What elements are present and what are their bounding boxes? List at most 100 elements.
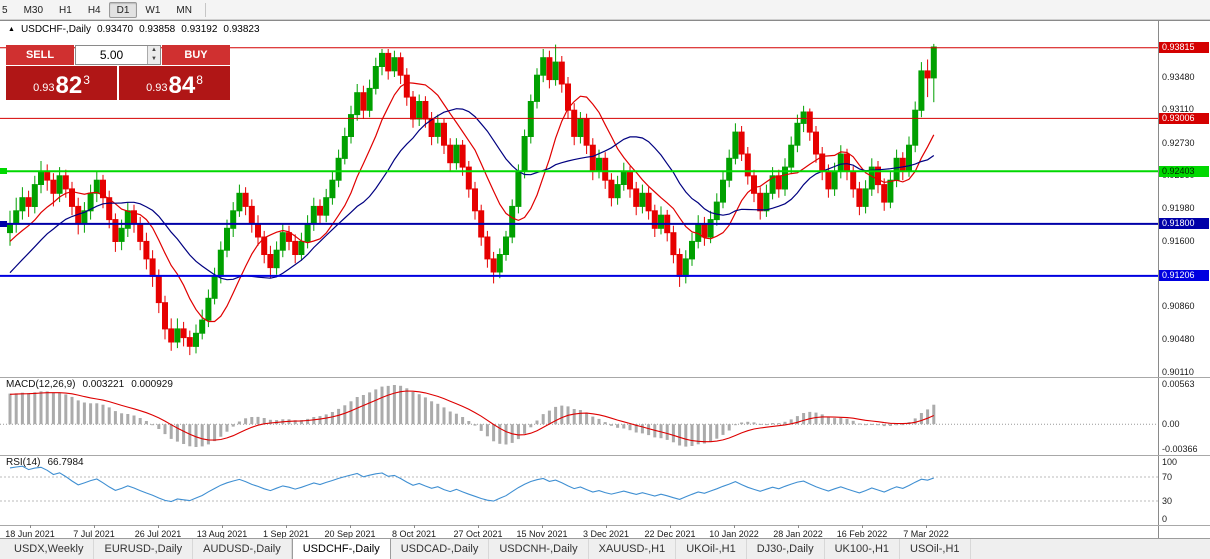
chart-tab-ukoil-h1[interactable]: UKOil-,H1 [676,539,747,559]
price-tag: 0.92403 [1159,166,1209,177]
chart-tab-usdcnh-daily[interactable]: USDCNH-,Daily [489,539,589,559]
bid-big-digits: 82 [55,72,83,99]
timeframe-button-H1[interactable]: H1 [59,4,72,16]
volume-spinner[interactable]: ▲ ▼ [147,46,160,64]
macd-axis-label: -0.00366 [1162,444,1198,454]
bid-price-display[interactable]: 0.93 82 3 [6,66,117,100]
chart-tab-bar: USDX,Weekly EURUSD-,Daily AUDUSD-,Daily USD… [0,538,1210,559]
ohlc-close: 0.93823 [223,24,260,35]
date-tick [734,525,735,528]
chart-tab-xauusd-h1[interactable]: XAUUSD-,H1 [589,539,677,559]
spinner-up-icon[interactable]: ▲ [148,46,160,55]
toolbar-separator [204,2,206,17]
rsi-canvas[interactable] [0,455,1158,525]
macd-main-value: 0.003221 [82,379,125,390]
bid-prefix: 0.93 [33,82,55,94]
date-tick [350,525,351,528]
date-axis-label: 13 Aug 2021 [196,529,248,539]
date-axis-label: 15 Nov 2021 [516,529,568,539]
macd-canvas[interactable] [0,377,1158,455]
date-axis-label: 1 Sep 2021 [262,529,310,539]
pane-separator[interactable] [0,455,1210,456]
date-axis-label: 3 Dec 2021 [582,529,630,539]
pane-separator[interactable] [0,377,1210,378]
hline-anchor[interactable] [0,168,7,174]
date-tick [478,525,479,528]
hline-anchor[interactable] [0,221,7,227]
chart-tab-usdchf-daily[interactable]: USDCHF-,Daily [291,538,391,559]
chart-tab-usdx-weekly[interactable]: USDX,Weekly [4,539,95,559]
macd-signal-value: 0.000929 [131,379,173,390]
date-axis-label: 22 Dec 2021 [644,529,696,539]
date-tick [414,525,415,528]
date-axis-label: 7 Jul 2021 [73,529,115,539]
ohlc-info-line: ▲ USDCHF-,Daily 0.93470 0.93858 0.93192 … [8,24,260,35]
timeframe-button-M30[interactable]: M30 [23,4,44,16]
date-tick [286,525,287,528]
price-tick-label: 0.93480 [1162,72,1195,82]
date-axis-label: 16 Feb 2022 [836,529,888,539]
buy-button[interactable]: BUY [162,45,230,65]
sell-button[interactable]: SELL [6,45,74,65]
ask-pipette: 8 [196,73,203,87]
rsi-axis-label: 70 [1162,472,1173,482]
ask-price-display[interactable]: 0.93 84 8 [119,66,230,100]
price-tick-label: 0.90110 [1162,367,1194,377]
ask-prefix: 0.93 [146,82,168,94]
date-axis-label: 7 Mar 2022 [903,529,949,539]
chart-tab-audusd-daily[interactable]: AUDUSD-,Daily [193,539,292,559]
price-tag: 0.93815 [1159,42,1209,53]
date-axis-label: 8 Oct 2021 [391,529,437,539]
timeframe-button-D1[interactable]: D1 [108,1,138,18]
chart-collapse-icon[interactable]: ▲ [8,26,15,33]
date-tick [222,525,223,528]
rsi-label: RSI(14) 66.7984 [6,457,84,468]
chart-tab-eurusd-daily[interactable]: EURUSD-,Daily [94,539,194,559]
pane-separator[interactable] [0,525,1210,526]
date-tick [862,525,863,528]
price-tick-label: 0.92730 [1162,138,1195,148]
date-tick [30,525,31,528]
macd-axis-label: 0.00563 [1162,379,1195,389]
bid-pipette: 3 [83,73,90,87]
rsi-value: 66.7984 [47,457,84,468]
spinner-down-icon[interactable]: ▼ [148,55,160,64]
date-axis-label: 26 Jul 2021 [134,529,182,539]
price-tick-label: 0.90480 [1162,334,1195,344]
date-axis-label: 28 Jan 2022 [773,529,823,539]
price-tick-label: 0.90860 [1162,301,1195,311]
ohlc-open: 0.93470 [96,24,134,35]
ohlc-high: 0.93858 [139,24,176,35]
date-tick [158,525,159,528]
price-tag: 0.91206 [1159,270,1209,281]
timeframe-toolbar: 5 M30 H1 H4 D1 W1 MN [0,0,1210,20]
date-axis-label: 10 Jan 2022 [709,529,759,539]
chart-area: ▲ USDCHF-,Daily 0.93470 0.93858 0.93192 … [0,20,1210,539]
one-click-trading-widget: SELL 5.00 ▲ ▼ BUY 0.93 82 3 0.93 84 8 [6,45,230,100]
macd-axis-label: 0.00 [1162,419,1180,429]
price-tick-label: 0.91600 [1162,236,1195,246]
chart-tab-uk100-h1[interactable]: UK100-,H1 [825,539,901,559]
date-axis-label: 27 Oct 2021 [453,529,503,539]
volume-control[interactable]: 5.00 ▲ ▼ [75,45,161,65]
rsi-axis-label: 100 [1162,457,1178,467]
price-tick-label: 0.91980 [1162,203,1195,213]
chart-symbol-period: USDCHF-,Daily [20,24,91,35]
rsi-axis-label: 30 [1162,496,1173,506]
chart-tab-dj30-daily[interactable]: DJ30-,Daily [747,539,825,559]
chart-tab-usoil-h1[interactable]: USOil-,H1 [900,539,971,559]
chart-tab-usdcad-daily[interactable]: USDCAD-,Daily [391,539,490,559]
rsi-name: RSI(14) [6,457,41,468]
timeframe-button-5[interactable]: 5 [2,4,8,16]
timeframe-button-MN[interactable]: MN [176,4,192,16]
timeframe-button-W1[interactable]: W1 [145,4,161,16]
date-axis-label: 20 Sep 2021 [324,529,376,539]
date-tick [670,525,671,528]
rsi-axis-label: 0 [1162,514,1168,524]
ohlc-low: 0.93192 [181,24,218,35]
volume-value[interactable]: 5.00 [99,48,124,62]
timeframe-button-H4[interactable]: H4 [87,4,101,16]
date-tick [542,525,543,528]
price-chart-canvas[interactable] [0,21,1158,377]
